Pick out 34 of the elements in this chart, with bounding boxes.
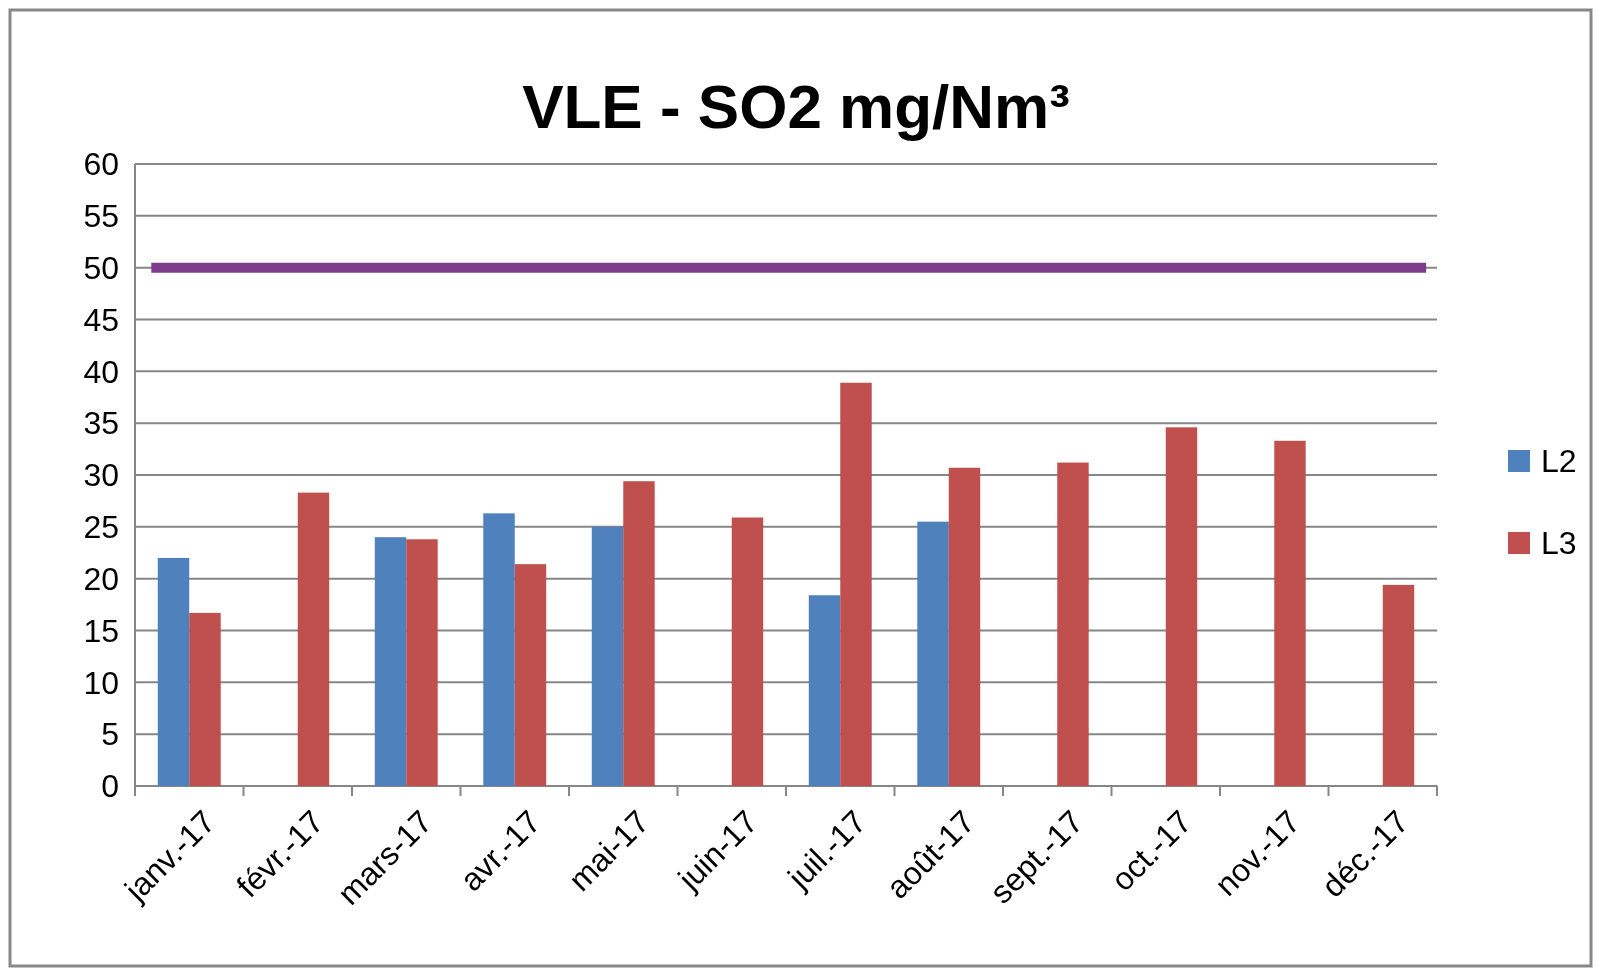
y-tick-label: 60 [83,146,119,183]
y-tick-label: 5 [101,716,119,753]
bar [1274,440,1306,786]
bar [591,526,624,786]
bar [374,537,407,786]
bar [406,539,438,786]
bar [514,564,547,786]
y-tick-label: 50 [83,249,119,286]
y-tick-label: 20 [83,560,119,597]
legend-label: L2 [1541,443,1577,480]
y-tick-label: 15 [83,612,119,649]
bar [157,557,190,786]
bar [948,467,981,786]
legend-label: L3 [1541,525,1577,562]
y-tick-label: 0 [101,768,119,805]
y-tick-label: 10 [83,664,119,701]
bar [840,382,872,786]
bar [297,492,330,786]
bar [483,513,515,786]
bar [189,612,221,786]
y-tick-label: 35 [83,405,119,442]
y-tick-label: 30 [83,457,119,494]
bar [731,517,764,786]
y-tick-label: 55 [83,198,119,235]
chart-title: VLE - SO2 mg/Nm³ [522,72,1070,141]
bar [623,481,655,786]
bar [1382,584,1415,786]
y-tick-label: 25 [83,509,119,546]
bar [1057,462,1089,786]
bar [808,595,841,786]
bar [1165,427,1198,786]
bar [917,521,949,786]
y-tick-label: 45 [83,301,119,338]
y-tick-label: 40 [83,353,119,390]
